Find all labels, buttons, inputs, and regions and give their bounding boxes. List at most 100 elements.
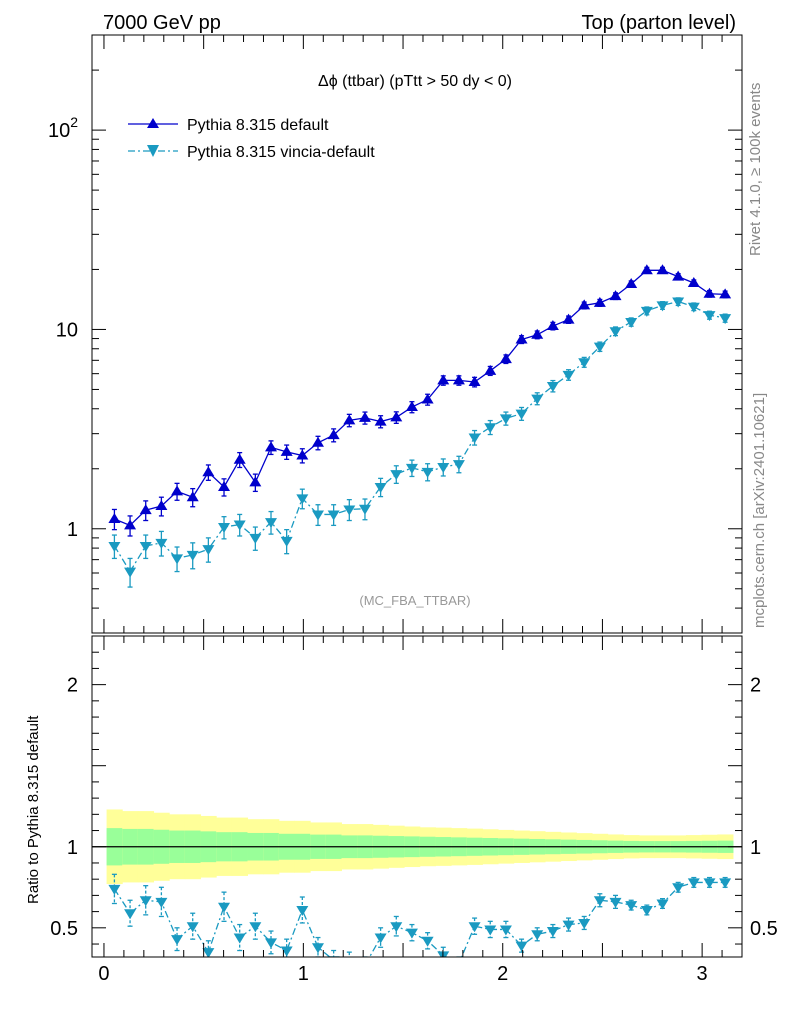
ratio-point-marker (546, 927, 559, 938)
data-point-marker (452, 374, 465, 385)
data-point-marker (311, 436, 324, 447)
data-point-marker (687, 302, 700, 313)
analysis-tag: (MC_FBA_TTBAR) (359, 593, 470, 608)
legend-label-vincia: Pythia 8.315 vincia-default (187, 144, 375, 161)
data-point-marker (452, 460, 465, 471)
data-point-marker (405, 401, 418, 412)
header-process-label: Top (parton level) (581, 12, 736, 34)
ratio-point-marker (687, 878, 700, 889)
ratio-point-marker (703, 878, 716, 889)
legend-marker-default (147, 118, 159, 128)
data-point-marker (625, 278, 638, 289)
ratio-point-marker (265, 938, 278, 949)
main-series (108, 264, 732, 588)
ratio-axis-ticks (92, 636, 743, 957)
ratio-point-marker (656, 899, 669, 910)
data-point-marker (186, 491, 199, 502)
data-point-marker (468, 375, 481, 386)
data-point-marker (358, 411, 371, 422)
data-point-marker (609, 290, 622, 301)
ratio-point-marker (108, 884, 121, 895)
data-point-marker (218, 523, 231, 534)
data-point-marker (437, 374, 450, 385)
ratio-point-marker (311, 943, 324, 954)
data-point-marker (108, 512, 121, 523)
data-point-marker (484, 364, 497, 375)
data-point-marker (233, 453, 246, 464)
data-point-marker (531, 328, 544, 339)
ratio-point-marker (499, 925, 512, 936)
legend-entry-default: Pythia 8.315 default (128, 117, 329, 134)
ratio-uncertainty-bands (92, 809, 742, 885)
series-line (114, 269, 726, 527)
ratio-point-marker (374, 933, 387, 944)
ratio-point-marker (640, 905, 653, 916)
ratio-point-marker (515, 941, 528, 952)
data-point-marker (437, 463, 450, 474)
ratio-y-tick-labels: 0.5 0.5 1 1 2 2 (50, 675, 778, 940)
data-point-marker (124, 519, 137, 530)
mcplots-credit-label: mcplots.cern.ch [arXiv:2401.10621] (751, 393, 768, 628)
ratio-point-marker (155, 897, 168, 908)
series-vincia (108, 297, 732, 588)
data-point-marker (546, 320, 559, 331)
data-point-marker (249, 533, 262, 544)
data-point-marker (421, 393, 434, 404)
ratio-point-marker (249, 922, 262, 933)
data-point-marker (421, 467, 434, 478)
ratio-point-marker (625, 901, 638, 912)
x-tick-label: 0 (98, 963, 109, 985)
main-y-tick-label: 1 (67, 519, 78, 541)
plot-title: Δϕ (ttbar) (pTtt > 50 dy < 0) (318, 73, 512, 90)
data-point-marker (656, 301, 669, 312)
data-point-marker (515, 333, 528, 344)
ratio-y-tick-label-left: 0.5 (50, 918, 78, 940)
data-point-marker (640, 306, 653, 317)
data-point-marker (593, 342, 606, 353)
ratio-point-marker (218, 902, 231, 913)
ratio-y-tick-label-right: 1 (750, 837, 761, 859)
main-y-tick-label: 10 (56, 319, 78, 341)
data-point-marker (171, 485, 184, 496)
ratio-point-marker (453, 959, 465, 969)
data-point-marker (374, 415, 387, 426)
data-point-marker (202, 545, 215, 556)
data-point-marker (202, 466, 215, 477)
ratio-panel: 0.5 0.5 1 1 2 2 0 1 2 3 Ratio to Pythia 8.315 de… (25, 635, 778, 985)
ratio-point-marker (202, 948, 215, 957)
data-point-marker (499, 414, 512, 425)
ratio-point-marker (531, 930, 544, 941)
ratio-series (108, 873, 732, 971)
ratio-point-marker (719, 878, 732, 889)
legend-marker-vincia (147, 145, 159, 157)
data-point-marker (609, 327, 622, 338)
ratio-point-marker (359, 961, 371, 971)
data-point-marker (562, 370, 575, 381)
data-point-marker (390, 411, 403, 422)
data-point-marker (672, 297, 685, 308)
data-point-marker (139, 504, 152, 515)
legend-label-default: Pythia 8.315 default (187, 117, 329, 134)
ratio-point-marker (593, 896, 606, 907)
data-point-marker (515, 409, 528, 420)
ratio-point-marker (343, 958, 355, 968)
x-tick-labels: 0 1 2 3 (98, 963, 707, 985)
data-point-marker (593, 296, 606, 307)
data-point-marker (343, 414, 356, 425)
ratio-y-tick-label-left: 1 (67, 837, 78, 859)
ratio-point-marker (421, 936, 434, 947)
ratio-point-marker (124, 909, 137, 920)
ratio-point-marker (327, 956, 340, 957)
data-point-marker (578, 358, 591, 369)
main-panel: 1 10 102 Δϕ (ttbar) (pTtt > 50 dy < 0) (MC… (48, 34, 743, 634)
main-y-tick-label: 102 (48, 114, 78, 142)
x-tick-label: 3 (697, 963, 708, 985)
main-y-tick-labels: 1 10 102 (48, 114, 78, 541)
data-point-marker (249, 476, 262, 487)
ratio-point-marker (484, 925, 497, 936)
data-point-marker (218, 481, 231, 492)
data-point-marker (265, 518, 278, 529)
series-line (113, 300, 726, 573)
ratio-point-marker (468, 922, 481, 933)
